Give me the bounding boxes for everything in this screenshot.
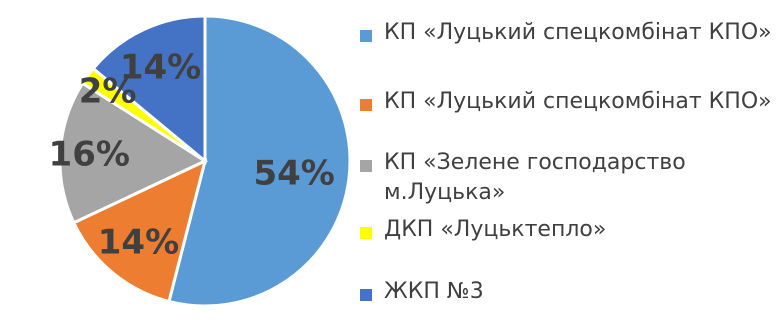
legend-label-3: КП «Зелене господарство м.Луцька» (384, 150, 686, 205)
legend-swatch-1 (360, 30, 372, 42)
legend-swatch-5 (360, 289, 372, 301)
legend-label-4: ДКП «Луцьктепло» (384, 217, 607, 242)
data-label-1: 54% (253, 153, 334, 193)
legend-swatch-4 (360, 227, 372, 239)
legend-item-3: КП «Зелене господарство м.Луцька» (360, 148, 686, 208)
legend-label-2: КП «Луцький спецкомбінат КПО» (384, 89, 772, 114)
legend-label-1: КП «Луцький спецкомбінат КПО» (384, 20, 772, 45)
legend-swatch-2 (360, 99, 372, 111)
legend-item-2: КП «Луцький спецкомбінат КПО» (360, 87, 772, 117)
pie-slice-2 (71, 158, 208, 304)
data-label-5: 14% (120, 48, 201, 88)
legend-item-4: ДКП «Луцьктепло» (360, 215, 606, 245)
data-label-3: 16% (49, 135, 130, 175)
pie-slice-3 (58, 81, 209, 225)
data-label-2: 14% (98, 222, 179, 262)
data-label-4: 2% (79, 71, 137, 111)
legend-swatch-3 (360, 160, 372, 172)
legend-item-1: КП «Луцький спецкомбінат КПО» (360, 18, 772, 48)
legend-label-5: ЖКП №3 (384, 279, 484, 304)
pie-slice-5 (91, 14, 207, 165)
pie-slice-1 (167, 14, 352, 308)
legend-item-5: ЖКП №3 (360, 277, 484, 307)
